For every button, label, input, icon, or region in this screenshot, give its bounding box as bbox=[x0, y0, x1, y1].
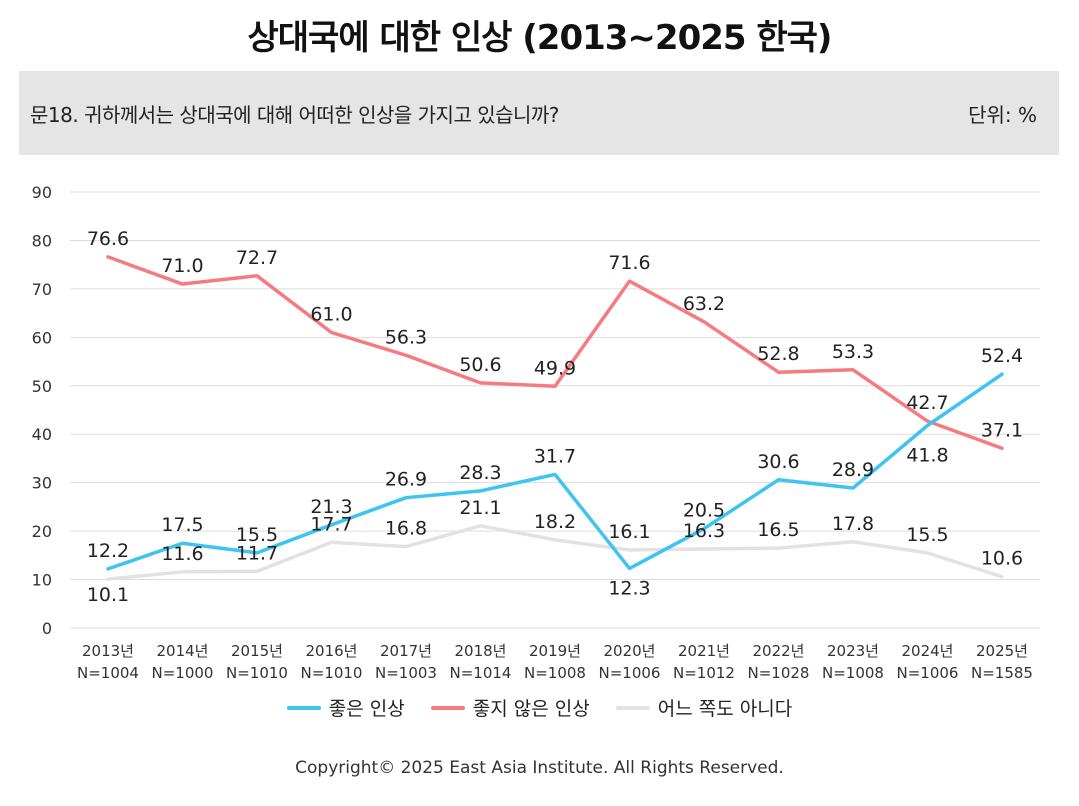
x-tick-sample-size: N=1006 bbox=[897, 664, 959, 682]
data-label: 56.3 bbox=[385, 326, 427, 348]
y-tick-label: 60 bbox=[32, 328, 52, 347]
data-label: 20.5 bbox=[683, 500, 725, 522]
series-line bbox=[106, 524, 1004, 581]
data-label: 21.3 bbox=[310, 496, 352, 518]
data-label: 17.7 bbox=[310, 513, 352, 535]
legend-item-neither: 어느 쪽도 아니다 bbox=[615, 694, 793, 721]
question-bar: 문18. 귀하께서는 상대국에 대해 어떠한 인상을 가지고 있습니까? 단위:… bbox=[19, 71, 1059, 155]
x-tick-label: 2017년 bbox=[380, 642, 432, 660]
y-tick-label: 40 bbox=[32, 425, 52, 444]
x-tick-sample-size: N=1003 bbox=[375, 664, 437, 682]
data-label: 42.7 bbox=[906, 392, 948, 414]
question-text: 문18. 귀하께서는 상대국에 대해 어떠한 인상을 가지고 있습니까? bbox=[30, 103, 559, 127]
data-label: 31.7 bbox=[534, 445, 576, 467]
x-tick-sample-size: N=1004 bbox=[77, 664, 139, 682]
data-label: 17.5 bbox=[161, 514, 203, 536]
data-label: 10.1 bbox=[87, 584, 129, 606]
data-label: 61.0 bbox=[310, 303, 352, 325]
x-tick-label: 2015년 bbox=[231, 642, 283, 660]
y-tick-label: 50 bbox=[32, 377, 52, 396]
legend-label-good: 좋은 인상 bbox=[328, 698, 405, 720]
data-label: 76.6 bbox=[87, 228, 129, 250]
data-label: 52.4 bbox=[981, 345, 1023, 367]
data-label: 16.1 bbox=[608, 521, 650, 543]
unit-label: 단위: % bbox=[968, 103, 1037, 127]
line-chart: 0 10 20 30 40 50 60 70 80 90 2013년 N=1004 2014년 N=100… bbox=[32, 183, 1040, 682]
data-label: 41.8 bbox=[906, 445, 948, 467]
data-label: 18.2 bbox=[534, 511, 576, 533]
x-tick-sample-size: N=1585 bbox=[971, 664, 1033, 682]
x-tick-sample-size: N=1000 bbox=[152, 664, 214, 682]
legend-label-bad: 좋지 않은 인상 bbox=[472, 698, 590, 720]
data-label: 30.6 bbox=[757, 451, 799, 473]
data-label: 11.6 bbox=[161, 543, 203, 565]
y-tick-label: 70 bbox=[32, 280, 52, 299]
y-tick-label: 10 bbox=[32, 571, 52, 590]
legend-swatch-neither bbox=[615, 705, 650, 710]
data-label: 21.1 bbox=[459, 497, 501, 519]
x-tick-sample-size: N=1010 bbox=[226, 664, 288, 682]
data-label: 37.1 bbox=[981, 419, 1023, 441]
legend-swatch-good bbox=[286, 705, 321, 710]
y-tick-label: 0 bbox=[42, 619, 52, 638]
data-label: 15.5 bbox=[236, 524, 278, 546]
y-tick-label: 90 bbox=[32, 183, 52, 202]
data-label: 72.7 bbox=[236, 247, 278, 269]
data-label: 52.8 bbox=[757, 343, 799, 365]
x-tick-label: 2013년 bbox=[82, 642, 134, 660]
x-tick-label: 2024년 bbox=[902, 642, 954, 660]
data-label: 50.6 bbox=[459, 354, 501, 376]
x-tick-sample-size: N=1006 bbox=[599, 664, 661, 682]
data-label: 26.9 bbox=[385, 469, 427, 491]
data-label: 63.2 bbox=[683, 293, 725, 315]
data-label: 71.6 bbox=[608, 252, 650, 274]
data-label: 11.7 bbox=[236, 542, 278, 564]
x-tick-label: 2018년 bbox=[455, 642, 507, 660]
data-label: 28.9 bbox=[832, 459, 874, 481]
x-tick-sample-size: N=1008 bbox=[822, 664, 884, 682]
legend-item-good: 좋은 인상 bbox=[286, 694, 405, 721]
data-label: 12.3 bbox=[608, 577, 650, 599]
x-tick-sample-size: N=1008 bbox=[524, 664, 586, 682]
data-label: 10.6 bbox=[981, 548, 1023, 570]
data-label: 28.3 bbox=[459, 462, 501, 484]
x-tick-label: 2025년 bbox=[976, 642, 1028, 660]
x-tick-label: 2019년 bbox=[529, 642, 581, 660]
y-tick-label: 30 bbox=[32, 474, 52, 493]
x-tick-label: 2023년 bbox=[827, 642, 879, 660]
data-label: 15.5 bbox=[906, 524, 948, 546]
data-label: 16.3 bbox=[683, 520, 725, 542]
y-tick-label: 20 bbox=[32, 522, 52, 541]
x-tick-sample-size: N=1012 bbox=[673, 664, 735, 682]
data-label: 12.2 bbox=[87, 540, 129, 562]
legend-item-bad: 좋지 않은 인상 bbox=[430, 694, 590, 721]
x-tick-label: 2014년 bbox=[157, 642, 209, 660]
data-label: 16.8 bbox=[385, 518, 427, 540]
chart-title: 상대국에 대한 인상 (2013~2025 한국) bbox=[247, 18, 833, 58]
legend: 좋은 인상 좋지 않은 인상 어느 쪽도 아니다 bbox=[0, 694, 1079, 721]
x-tick-label: 2016년 bbox=[306, 642, 358, 660]
legend-label-neither: 어느 쪽도 아니다 bbox=[657, 698, 793, 720]
x-tick-sample-size: N=1028 bbox=[748, 664, 810, 682]
x-tick-sample-size: N=1014 bbox=[450, 664, 512, 682]
series-line bbox=[106, 255, 1004, 451]
x-tick-sample-size: N=1010 bbox=[301, 664, 363, 682]
data-label: 16.5 bbox=[757, 519, 799, 541]
legend-swatch-bad bbox=[430, 705, 465, 710]
series-line bbox=[106, 372, 1004, 571]
data-label: 49.9 bbox=[534, 357, 576, 379]
x-tick-label: 2020년 bbox=[604, 642, 656, 660]
y-tick-label: 80 bbox=[32, 231, 52, 250]
copyright: Copyright© 2025 East Asia Institute. All… bbox=[295, 758, 784, 778]
data-label: 17.8 bbox=[832, 513, 874, 535]
data-label: 71.0 bbox=[161, 255, 203, 277]
x-tick-label: 2021년 bbox=[678, 642, 730, 660]
data-label: 53.3 bbox=[832, 341, 874, 363]
x-tick-label: 2022년 bbox=[753, 642, 805, 660]
